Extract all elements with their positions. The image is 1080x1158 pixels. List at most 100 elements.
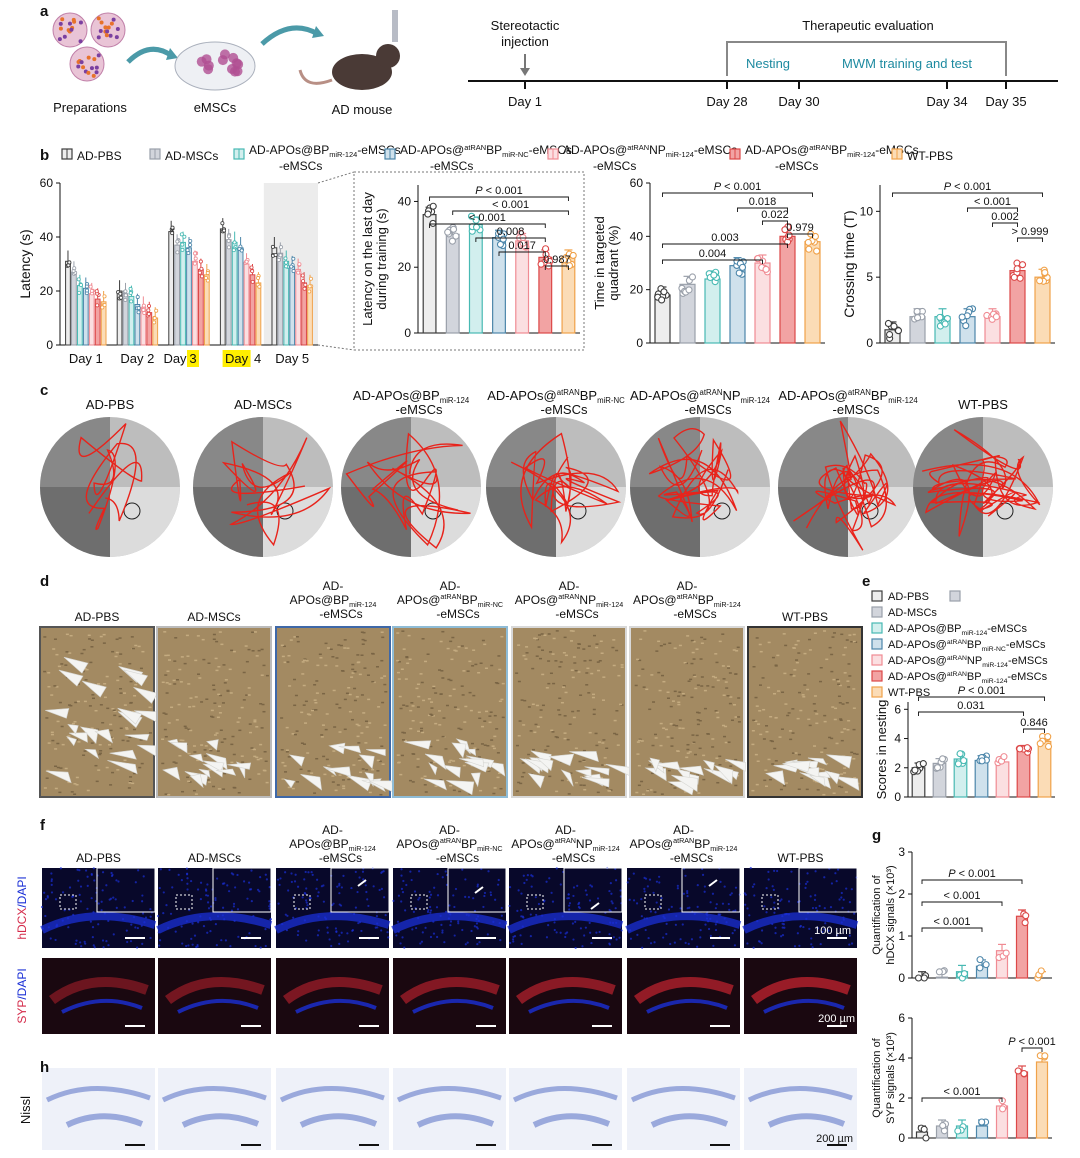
bedding-texture: [376, 770, 380, 772]
dapi-signal: [696, 945, 699, 948]
bedding-texture: [423, 784, 427, 786]
bedding-texture: [198, 677, 202, 679]
title-line: APOs@atRANNPmiR-124: [511, 836, 620, 853]
sig-p: P: [714, 181, 722, 193]
bedding-texture: [732, 704, 736, 706]
dapi-signal: [361, 870, 365, 873]
bedding-texture: [677, 703, 681, 706]
particle-dot-icon: [111, 17, 116, 22]
dapi-signal: [50, 879, 53, 883]
dapi-signal: [730, 892, 733, 895]
bedding-texture: [813, 710, 817, 712]
bedding-texture: [520, 776, 524, 778]
dapi-signal: [237, 935, 240, 938]
y-axis-title: Scores in nesting: [874, 700, 889, 800]
dapi-layer: [40, 912, 157, 934]
legend-part: BP: [831, 143, 847, 157]
dapi-signal: [470, 929, 473, 933]
bedding-texture: [293, 733, 297, 736]
data-point: [276, 257, 281, 262]
bedding-texture: [815, 713, 819, 715]
bedding-texture: [280, 749, 284, 751]
bedding-texture: [230, 743, 234, 746]
bedding-texture: [839, 718, 843, 720]
bedding-texture: [91, 697, 95, 700]
title-part: BP: [461, 837, 477, 851]
syp-signal: [49, 977, 149, 1005]
bedding-texture: [802, 696, 806, 698]
bedding-texture: [381, 701, 385, 704]
arrow-icon: [260, 25, 320, 46]
sig-p: P: [958, 685, 966, 697]
bedding-texture: [90, 646, 94, 648]
dapi-signal: [376, 926, 379, 929]
data-point: [914, 314, 922, 322]
bedding-texture: [432, 687, 436, 689]
bedding-texture: [244, 645, 248, 647]
data-point: [220, 221, 225, 226]
bedding-texture: [119, 687, 123, 690]
dapi-signal: [305, 887, 308, 890]
panel-b: AD-PBS AD-MSCs AD-APOs@BPmiR-124-eMSCs-eMS…: [17, 143, 1055, 367]
dapi-signal: [516, 909, 519, 913]
bedding-texture: [585, 672, 589, 674]
bedding-texture: [724, 725, 728, 728]
dapi-signal: [589, 931, 592, 934]
data-point: [424, 210, 432, 218]
dapi-signal: [767, 870, 770, 873]
dapi-signal: [306, 904, 309, 907]
maze-quadrant: [40, 487, 110, 557]
bedding-texture: [755, 705, 759, 707]
legend-part: BP: [967, 639, 982, 651]
dapi-signal: [399, 942, 402, 945]
dapi-signal: [686, 895, 689, 898]
bedding-texture: [781, 691, 785, 694]
title-sub: miR-124: [349, 844, 376, 853]
bedding-texture: [591, 696, 595, 699]
bedding-texture: [569, 630, 573, 632]
data-point: [307, 289, 312, 294]
data-point: [193, 251, 198, 256]
bedding-texture: [196, 759, 200, 762]
bedding-texture: [131, 710, 135, 713]
dapi-signal: [648, 878, 652, 881]
particle-dot-icon: [62, 34, 67, 39]
dapi-signal: [110, 874, 114, 878]
dapi-signal: [715, 903, 718, 906]
bedding-texture: [331, 656, 335, 658]
bedding-texture: [253, 631, 257, 633]
legend-label: -eMSCs: [279, 159, 322, 173]
nest-material: [123, 669, 149, 687]
dapi-signal: [731, 932, 734, 935]
y-tick-label: 2: [898, 1091, 905, 1105]
sig-bracket: [662, 243, 788, 248]
column-title: AD-APOs@atRANBPmiR-124-eMSCs: [778, 388, 918, 417]
dapi-signal: [74, 942, 77, 946]
bedding-texture: [357, 742, 361, 744]
timeline-day: Day 28: [706, 94, 747, 109]
bedding-texture: [248, 723, 252, 725]
bedding-texture: [533, 637, 537, 640]
bedding-texture: [416, 683, 420, 686]
bedding-texture: [305, 660, 309, 662]
bedding-texture: [383, 675, 387, 677]
bedding-texture: [460, 685, 464, 687]
bedding-texture: [405, 656, 409, 658]
bedding-texture: [832, 792, 836, 794]
data-point: [283, 256, 288, 261]
dapi-signal: [331, 903, 334, 907]
bedding-texture: [280, 644, 284, 647]
bedding-texture: [324, 728, 328, 731]
bedding-texture: [488, 715, 492, 717]
bedding-texture: [304, 700, 308, 703]
dapi-signal: [86, 907, 89, 910]
data-point: [1023, 744, 1031, 752]
sig-label: 0.017: [508, 240, 536, 252]
particle-dot-icon: [96, 53, 101, 58]
bedding-texture: [260, 674, 264, 676]
dapi-signal: [850, 888, 853, 891]
bedding-texture: [194, 793, 198, 795]
legend-swatch: [871, 670, 883, 682]
bedding-texture: [468, 691, 472, 694]
